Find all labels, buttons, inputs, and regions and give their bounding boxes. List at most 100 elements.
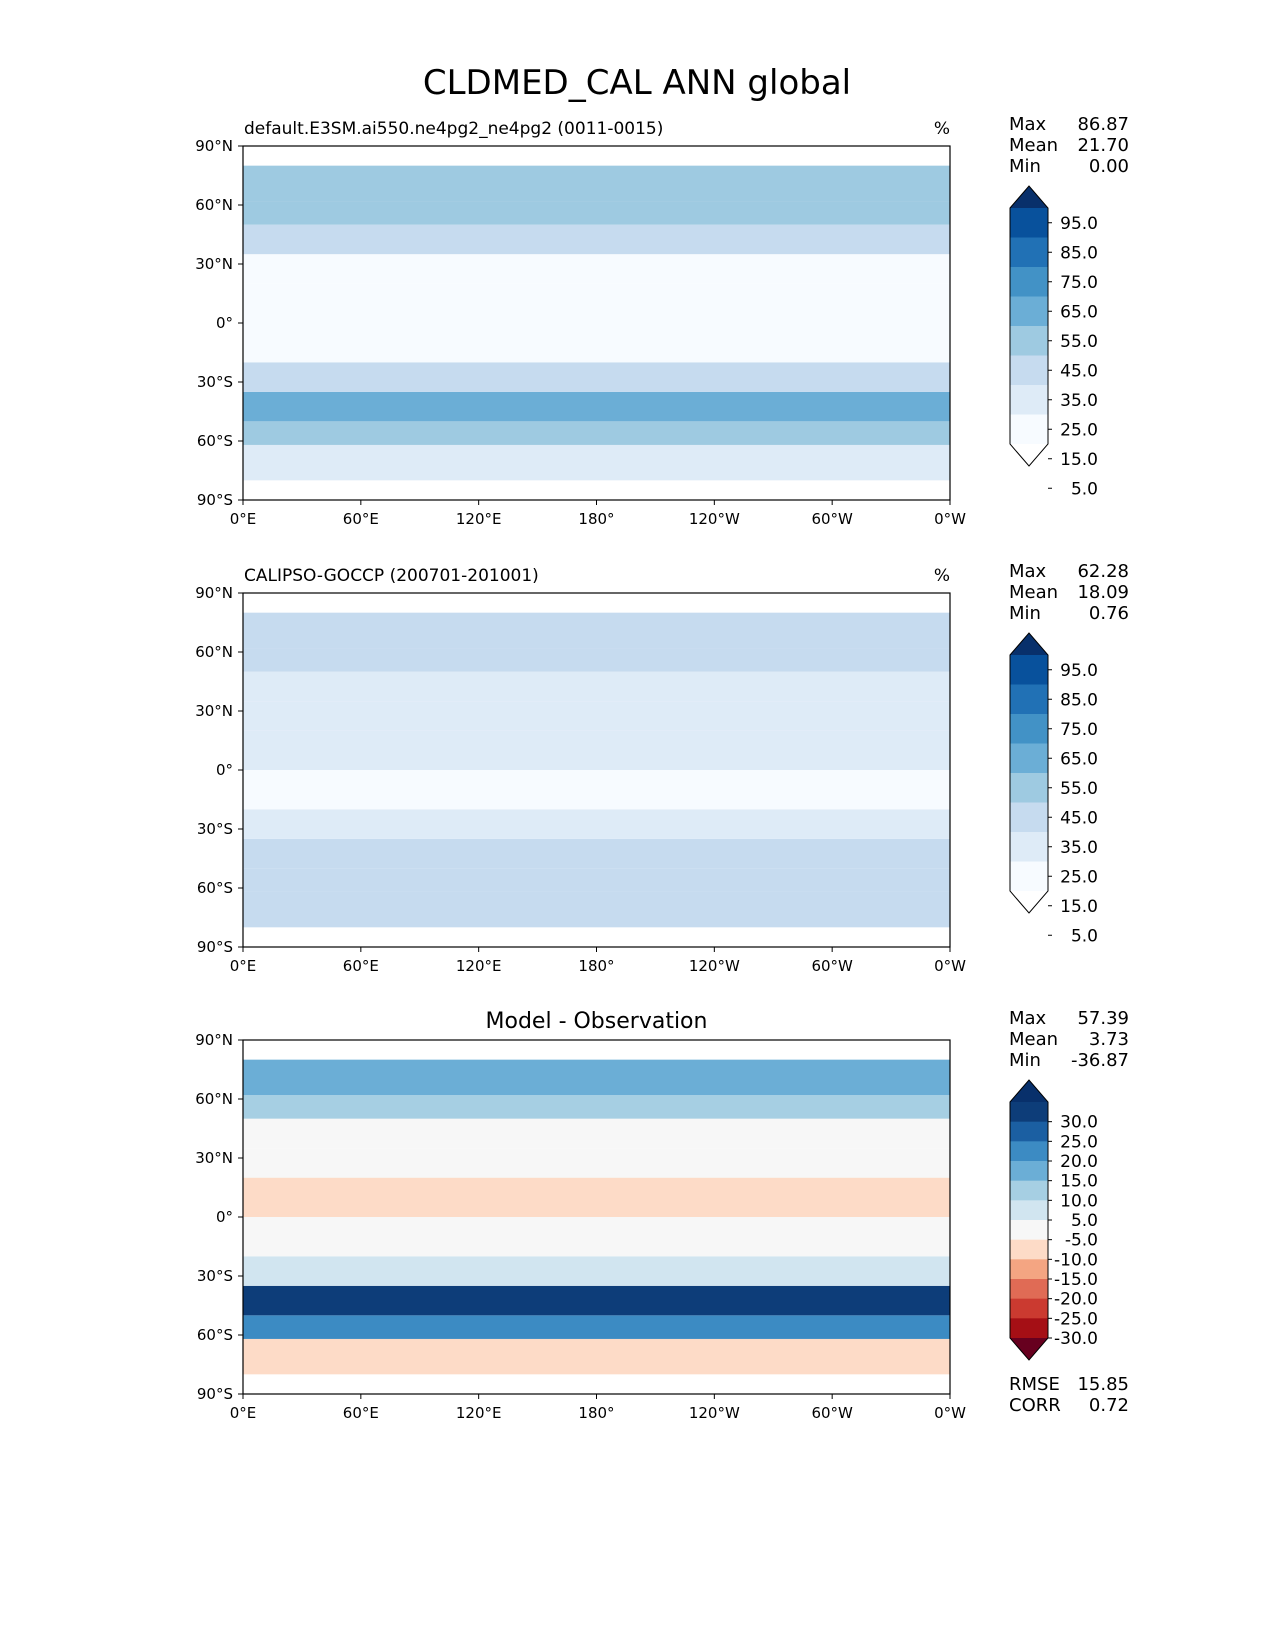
y-tick-label: 60°S bbox=[197, 432, 233, 450]
x-tick-label: 120°W bbox=[689, 1404, 740, 1422]
stat-label: Min bbox=[1009, 603, 1041, 624]
x-tick-label: 60°W bbox=[811, 510, 853, 528]
colorbar-tick-label: -20.0 bbox=[1054, 1290, 1098, 1310]
y-tick-label: 0° bbox=[216, 1208, 233, 1226]
field-band bbox=[243, 1118, 950, 1149]
colorbar-segment bbox=[1010, 743, 1048, 774]
colorbar-tick-label: 95.0 bbox=[1060, 214, 1098, 234]
y-tick-label: 0° bbox=[216, 314, 233, 332]
x-tick-label: 60°W bbox=[811, 1404, 853, 1422]
field-band bbox=[243, 612, 950, 649]
stat-label: Min bbox=[1009, 156, 1041, 177]
field-band bbox=[243, 201, 950, 225]
extra-stat-value: 15.85 bbox=[1077, 1374, 1129, 1395]
colorbar-tick-label: 15.0 bbox=[1060, 1172, 1098, 1192]
colorbar-segment bbox=[1010, 684, 1048, 715]
colorbar-segment bbox=[1010, 208, 1048, 238]
colorbar-tick-label: 45.0 bbox=[1060, 808, 1098, 828]
x-tick-label: 180° bbox=[578, 510, 614, 528]
field-band bbox=[243, 1177, 950, 1217]
field-band bbox=[243, 362, 950, 392]
colorbar-tick-label: 95.0 bbox=[1060, 661, 1098, 681]
x-tick-label: 60°W bbox=[811, 957, 853, 975]
colorbar-tick-label: 5.0 bbox=[1071, 479, 1098, 499]
field-band bbox=[243, 770, 950, 810]
field-band bbox=[243, 1256, 950, 1286]
panel-title: Model - Observation bbox=[486, 1009, 708, 1034]
y-tick-label: 90°N bbox=[195, 584, 233, 602]
field-band bbox=[243, 891, 950, 928]
y-tick-label: 30°S bbox=[197, 1267, 233, 1285]
colorbar-tick-label: 5.0 bbox=[1071, 1211, 1098, 1231]
field-band bbox=[243, 838, 950, 869]
colorbar-segment bbox=[1010, 1220, 1048, 1241]
stat-value: 57.39 bbox=[1077, 1008, 1129, 1029]
x-tick-label: 120°W bbox=[689, 957, 740, 975]
colorbar-segment bbox=[1010, 802, 1048, 833]
field-band bbox=[243, 1095, 950, 1119]
field-band bbox=[243, 224, 950, 255]
extra-stat-label: CORR bbox=[1009, 1395, 1061, 1416]
colorbar-segment bbox=[1010, 1141, 1048, 1162]
colorbar-tick-label: 75.0 bbox=[1060, 273, 1098, 293]
stat-value: -36.87 bbox=[1071, 1050, 1129, 1071]
stat-value: 21.70 bbox=[1077, 135, 1129, 156]
colorbar-tick-label: 15.0 bbox=[1060, 897, 1098, 917]
colorbar-segment bbox=[1010, 1180, 1048, 1201]
x-tick-label: 60°E bbox=[343, 1404, 379, 1422]
x-tick-label: 180° bbox=[578, 957, 614, 975]
colorbar-tick-label: -30.0 bbox=[1054, 1329, 1098, 1349]
colorbar-extend-min bbox=[1010, 444, 1048, 466]
colorbar-segment bbox=[1010, 1102, 1048, 1123]
colorbar-extend-max bbox=[1010, 186, 1048, 208]
colorbar-tick-label: -5.0 bbox=[1065, 1231, 1098, 1251]
y-tick-label: 30°N bbox=[195, 702, 233, 720]
stat-label: Min bbox=[1009, 1050, 1041, 1071]
stat-label: Mean bbox=[1009, 1029, 1058, 1050]
colorbar-segment bbox=[1010, 1200, 1048, 1221]
stat-value: 86.87 bbox=[1077, 114, 1129, 135]
x-tick-label: 180° bbox=[578, 1404, 614, 1422]
colorbar-tick-label: 85.0 bbox=[1060, 243, 1098, 263]
colorbar-extend-min bbox=[1010, 891, 1048, 913]
field-band bbox=[243, 421, 950, 445]
colorbar-segment bbox=[1010, 326, 1048, 356]
colorbar-segment bbox=[1010, 237, 1048, 268]
y-tick-label: 90°N bbox=[195, 137, 233, 155]
colorbar-tick-label: 35.0 bbox=[1060, 838, 1098, 858]
field-band bbox=[243, 444, 950, 481]
panels: default.E3SM.ai550.ne4pg2_ne4pg2 (0011-0… bbox=[195, 114, 1129, 1422]
stat-label: Max bbox=[1009, 561, 1047, 582]
colorbar-segment bbox=[1010, 1279, 1048, 1300]
panel-units: % bbox=[934, 566, 950, 586]
stat-label: Max bbox=[1009, 1008, 1047, 1029]
field-band bbox=[243, 730, 950, 770]
colorbar-segment bbox=[1010, 385, 1048, 415]
colorbar-tick-label: -25.0 bbox=[1054, 1309, 1098, 1329]
colorbar-tick-label: 55.0 bbox=[1060, 332, 1098, 352]
colorbar-extend-max bbox=[1010, 1080, 1048, 1102]
y-tick-label: 90°S bbox=[197, 1385, 233, 1403]
colorbar-tick-label: 20.0 bbox=[1060, 1152, 1098, 1172]
field-band bbox=[243, 868, 950, 892]
field-band bbox=[243, 1315, 950, 1339]
field-band bbox=[243, 254, 950, 284]
colorbar-tick-label: 30.0 bbox=[1060, 1113, 1098, 1133]
colorbar-segment bbox=[1010, 267, 1048, 297]
stat-label: Mean bbox=[1009, 135, 1058, 156]
panel-units: % bbox=[934, 119, 950, 139]
y-tick-label: 90°N bbox=[195, 1031, 233, 1049]
y-tick-label: 30°N bbox=[195, 1149, 233, 1167]
y-tick-label: 60°S bbox=[197, 1326, 233, 1344]
colorbar-tick-label: 25.0 bbox=[1060, 1132, 1098, 1152]
colorbar-extend-max bbox=[1010, 633, 1048, 655]
field-band bbox=[243, 701, 950, 731]
field-band bbox=[243, 391, 950, 422]
x-tick-label: 0°E bbox=[230, 1404, 257, 1422]
x-tick-label: 60°E bbox=[343, 957, 379, 975]
colorbar-tick-label: -15.0 bbox=[1054, 1270, 1098, 1290]
colorbar-segment bbox=[1010, 832, 1048, 862]
stat-label: Max bbox=[1009, 114, 1047, 135]
colorbar-segment bbox=[1010, 296, 1048, 327]
